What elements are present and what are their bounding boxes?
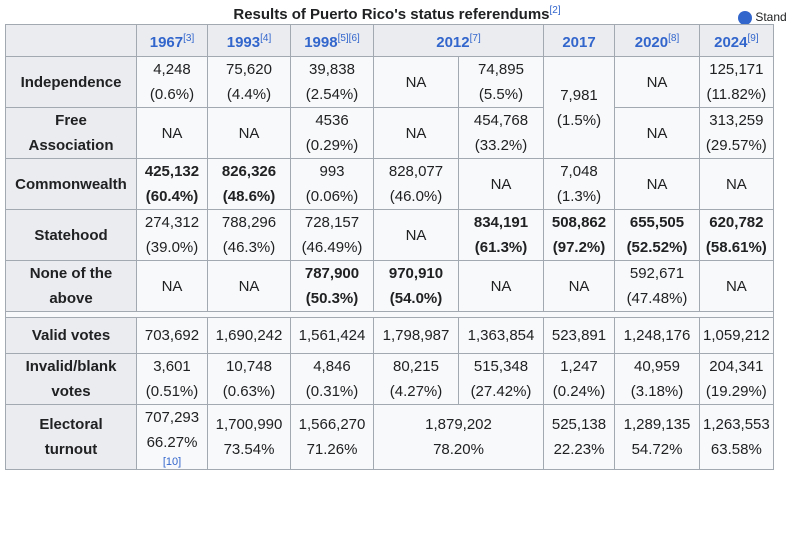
cell-none-2012b: NA [458, 260, 544, 312]
cell-free-1993: NA [207, 107, 291, 159]
row-label-none-of-the-above: None of the above [5, 260, 137, 312]
row-valid-votes: Valid votes 703,692 1,690,242 1,561,424 … [5, 317, 774, 354]
cell-commonwealth-2012b: NA [458, 158, 544, 210]
row-label-free-association: Free Association [5, 107, 137, 159]
cell-turnout-1993: 1,700,990 73.54% [207, 404, 291, 470]
cell-none-2024: NA [699, 260, 774, 312]
cell-statehood-2020: 655,505 (52.52%) [614, 209, 700, 261]
cell-statehood-2012a: NA [373, 209, 459, 261]
cell-free-2012b: 454,768 (33.2%) [458, 107, 544, 159]
cell-valid-2017: 523,891 [543, 317, 615, 354]
cell-independence-free-2017: 7,981 (1.5%) [543, 56, 615, 159]
cell-turnout-2020: 1,289,135 54.72% [614, 404, 700, 470]
caption-ref-link[interactable]: [2] [549, 5, 561, 16]
cell-independence-2012a: NA [373, 56, 459, 108]
cell-commonwealth-2024: NA [699, 158, 774, 210]
cell-none-2012a: 970,910 (54.0%) [373, 260, 459, 312]
cell-free-2020: NA [614, 107, 700, 159]
cell-valid-1998: 1,561,424 [290, 317, 374, 354]
corner-cell [5, 24, 137, 57]
cell-turnout-1998: 1,566,270 71.26% [290, 404, 374, 470]
turnout-ref-link[interactable]: [10] [162, 456, 182, 468]
cell-invalid-2012b: 515,348 (27.42%) [458, 353, 544, 405]
row-turnout: Electoral turnout 707,293 66.27% [10] 1,700… [5, 404, 774, 470]
cell-independence-1998: 39,838 (2.54%) [290, 56, 374, 108]
header-2020[interactable]: 2020[8] [614, 24, 700, 57]
row-commonwealth: Commonwealth 425,132 (60.4%) 826,326 (48.6… [5, 158, 774, 210]
row-none-of-the-above: None of the above NA NA 787,900 (50.3%) 97… [5, 260, 774, 312]
header-1967[interactable]: 1967[3] [136, 24, 208, 57]
cell-statehood-2012b: 834,191 (61.3%) [458, 209, 544, 261]
cell-valid-2024: 1,059,212 [699, 317, 774, 354]
cell-commonwealth-2017: 7,048 (1.3%) [543, 158, 615, 210]
cell-invalid-1993: 10,748 (0.63%) [207, 353, 291, 405]
cell-valid-2012b: 1,363,854 [458, 317, 544, 354]
table-caption: Results of Puerto Rico's status referend… [0, 0, 794, 26]
cell-none-1967: NA [136, 260, 208, 312]
cell-statehood-2024: 620,782 (58.61%) [699, 209, 774, 261]
cell-invalid-2024: 204,341 (19.29%) [699, 353, 774, 405]
cell-statehood-2017: 508,862 (97.2%) [543, 209, 615, 261]
cell-none-2017: NA [543, 260, 615, 312]
cell-commonwealth-1998: 993 (0.06%) [290, 158, 374, 210]
cell-independence-1967: 4,248 (0.6%) [136, 56, 208, 108]
header-2017: 2017 [543, 24, 615, 57]
header-row: 1967[3] 1993[4] 1998[5][6] 2012[7] 2017 … [5, 24, 774, 57]
row-free-association: Free Association NA NA 4536 (0.29%) NA 454… [5, 107, 774, 159]
cell-commonwealth-1967: 425,132 (60.4%) [136, 158, 208, 210]
cell-statehood-1967: 274,312 (39.0%) [136, 209, 208, 261]
cell-turnout-2012: 1,879,202 78.20% [373, 404, 544, 470]
cell-valid-1993: 1,690,242 [207, 317, 291, 354]
cell-statehood-1993: 788,296 (46.3%) [207, 209, 291, 261]
row-label-commonwealth: Commonwealth [5, 158, 137, 210]
cell-none-2020: 592,671 (47.48%) [614, 260, 700, 312]
cell-invalid-2020: 40,959 (3.18%) [614, 353, 700, 405]
header-1998[interactable]: 1998[5][6] [290, 24, 374, 57]
cell-turnout-2017: 525,138 22.23% [543, 404, 615, 470]
cell-independence-2020: NA [614, 56, 700, 108]
cell-commonwealth-2012a: 828,077 (46.0%) [373, 158, 459, 210]
row-label-invalid-votes: Invalid/blank votes [5, 353, 137, 405]
cell-invalid-1967: 3,601 (0.51%) [136, 353, 208, 405]
header-2012[interactable]: 2012[7] [373, 24, 544, 57]
cell-turnout-1967: 707,293 66.27% [10] [136, 404, 208, 470]
cell-free-2012a: NA [373, 107, 459, 159]
cell-none-1998: 787,900 (50.3%) [290, 260, 374, 312]
cell-commonwealth-1993: 826,326 (48.6%) [207, 158, 291, 210]
caption-title: Results of Puerto Rico's status referend… [233, 6, 550, 23]
row-label-statehood: Statehood [5, 209, 137, 261]
cell-invalid-2017: 1,247 (0.24%) [543, 353, 615, 405]
cell-turnout-2024: 1,263,553 63.58% [699, 404, 774, 470]
row-label-independence: Independence [5, 56, 137, 108]
cell-none-1993: NA [207, 260, 291, 312]
referendum-table: 1967[3] 1993[4] 1998[5][6] 2012[7] 2017 … [5, 24, 774, 470]
side-panel-button[interactable]: Stand [738, 10, 794, 30]
cell-free-2024: 313,259 (29.57%) [699, 107, 774, 159]
cell-statehood-1998: 728,157 (46.49%) [290, 209, 374, 261]
cell-free-1998: 4536 (0.29%) [290, 107, 374, 159]
row-label-valid-votes: Valid votes [5, 317, 137, 354]
side-panel-label: Stand [755, 10, 787, 24]
toggle-icon [738, 10, 752, 25]
cell-independence-2024: 125,171 (11.82%) [699, 56, 774, 108]
header-2024[interactable]: 2024[9] [699, 24, 774, 57]
header-1993[interactable]: 1993[4] [207, 24, 291, 57]
cell-valid-2012a: 1,798,987 [373, 317, 459, 354]
cell-free-1967: NA [136, 107, 208, 159]
cell-valid-1967: 703,692 [136, 317, 208, 354]
row-statehood: Statehood 274,312 (39.0%) 788,296 (46.3%) … [5, 209, 774, 261]
cell-independence-1993: 75,620 (4.4%) [207, 56, 291, 108]
row-invalid-votes: Invalid/blank votes 3,601 (0.51%) 10,748 (0… [5, 353, 774, 405]
cell-invalid-1998: 4,846 (0.31%) [290, 353, 374, 405]
cell-valid-2020: 1,248,176 [614, 317, 700, 354]
cell-invalid-2012a: 80,215 (4.27%) [373, 353, 459, 405]
cell-independence-2012b: 74,895 (5.5%) [458, 56, 544, 108]
row-independence: Independence 4,248 (0.6%) 75,620 (4.4%) 39… [5, 56, 774, 159]
row-label-turnout: Electoral turnout [5, 404, 137, 470]
cell-commonwealth-2020: NA [614, 158, 700, 210]
